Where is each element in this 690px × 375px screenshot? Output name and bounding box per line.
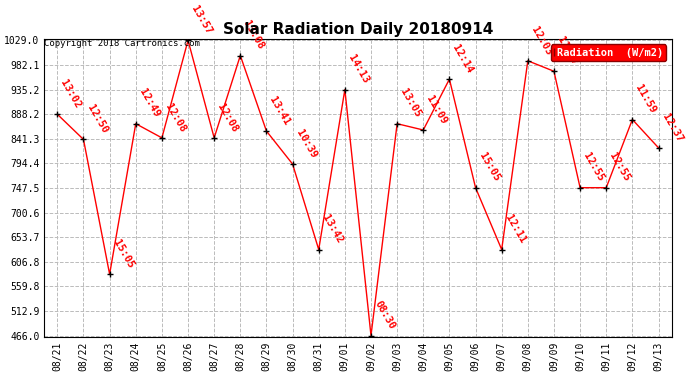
Text: 14:13: 14:13 [346, 53, 371, 86]
Text: 08:30: 08:30 [373, 299, 397, 332]
Text: 15:05: 15:05 [477, 152, 501, 183]
Text: 11:09: 11:09 [424, 94, 449, 126]
Text: 12:55: 12:55 [607, 152, 632, 183]
Text: 12:55: 12:55 [582, 152, 606, 183]
Text: 12:37: 12:37 [660, 112, 684, 144]
Title: Solar Radiation Daily 20180914: Solar Radiation Daily 20180914 [223, 22, 493, 37]
Text: 13:05: 13:05 [398, 87, 423, 120]
Text: 12:49: 12:49 [137, 87, 161, 120]
Text: 13:02: 13:02 [59, 78, 83, 110]
Text: 12:14: 12:14 [451, 43, 475, 75]
Text: 11:59: 11:59 [633, 83, 658, 116]
Text: 11:17: 11:17 [555, 35, 580, 67]
Text: 13:57: 13:57 [189, 4, 214, 36]
Text: Copyright 2018 Cartronics.com: Copyright 2018 Cartronics.com [44, 39, 200, 48]
Legend: Radiation  (W/m2): Radiation (W/m2) [551, 45, 667, 61]
Text: 15:05: 15:05 [111, 238, 135, 270]
Text: 12:50: 12:50 [85, 103, 109, 135]
Text: 13:08: 13:08 [241, 19, 266, 51]
Text: 12:08: 12:08 [164, 102, 188, 134]
Text: 13:42: 13:42 [320, 213, 344, 245]
Text: 10:39: 10:39 [294, 128, 318, 160]
Text: 13:41: 13:41 [268, 95, 292, 127]
Text: 12:03: 12:03 [529, 24, 553, 57]
Text: 12:11: 12:11 [503, 213, 527, 245]
Text: 12:08: 12:08 [215, 102, 239, 134]
